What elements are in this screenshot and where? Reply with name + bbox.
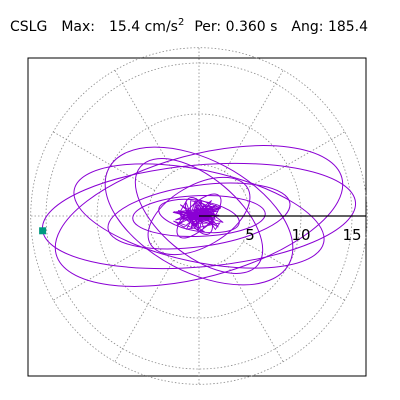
grid-spoke <box>114 70 174 173</box>
station-code: CSLG <box>10 19 48 35</box>
grid-spoke <box>114 259 174 362</box>
trace-cluster <box>172 197 224 233</box>
motion-traces <box>41 145 357 287</box>
grid-spoke <box>53 131 156 191</box>
trace-loop <box>54 145 344 287</box>
trace-loop <box>73 163 325 269</box>
tick-label-10: 10 <box>291 226 310 244</box>
plot-frame <box>27 57 367 377</box>
angle-value: 185.4 <box>327 19 369 35</box>
plot-header: CSLG Max: 15.4 cm/s2 Per: 0.360 s Ang: 185.4 <box>10 18 368 36</box>
trace-loop <box>107 182 291 250</box>
tick-label-5: 5 <box>245 226 255 244</box>
grid-outer-circle <box>30 47 368 385</box>
grid-spoke <box>242 241 345 301</box>
period-value: 0.360 s <box>225 19 278 35</box>
trace-loop <box>132 194 266 238</box>
radial-tick-labels: 5 10 15 <box>245 226 361 244</box>
tick-label-15: 15 <box>342 226 361 244</box>
grid-spoke <box>224 259 284 362</box>
period-label: Per: <box>194 19 222 35</box>
max-label: Max: <box>61 19 95 35</box>
max-direction-marker <box>39 227 47 235</box>
max-unit-exponent: 2 <box>177 17 185 28</box>
max-unit: cm/s <box>144 19 178 35</box>
grid-spoke <box>224 70 284 173</box>
trace-loop <box>134 158 264 274</box>
angle-label: Ang: <box>291 19 324 35</box>
trace-loop <box>147 176 251 256</box>
max-value: 15.4 <box>108 19 141 35</box>
trace-loop <box>104 146 294 286</box>
